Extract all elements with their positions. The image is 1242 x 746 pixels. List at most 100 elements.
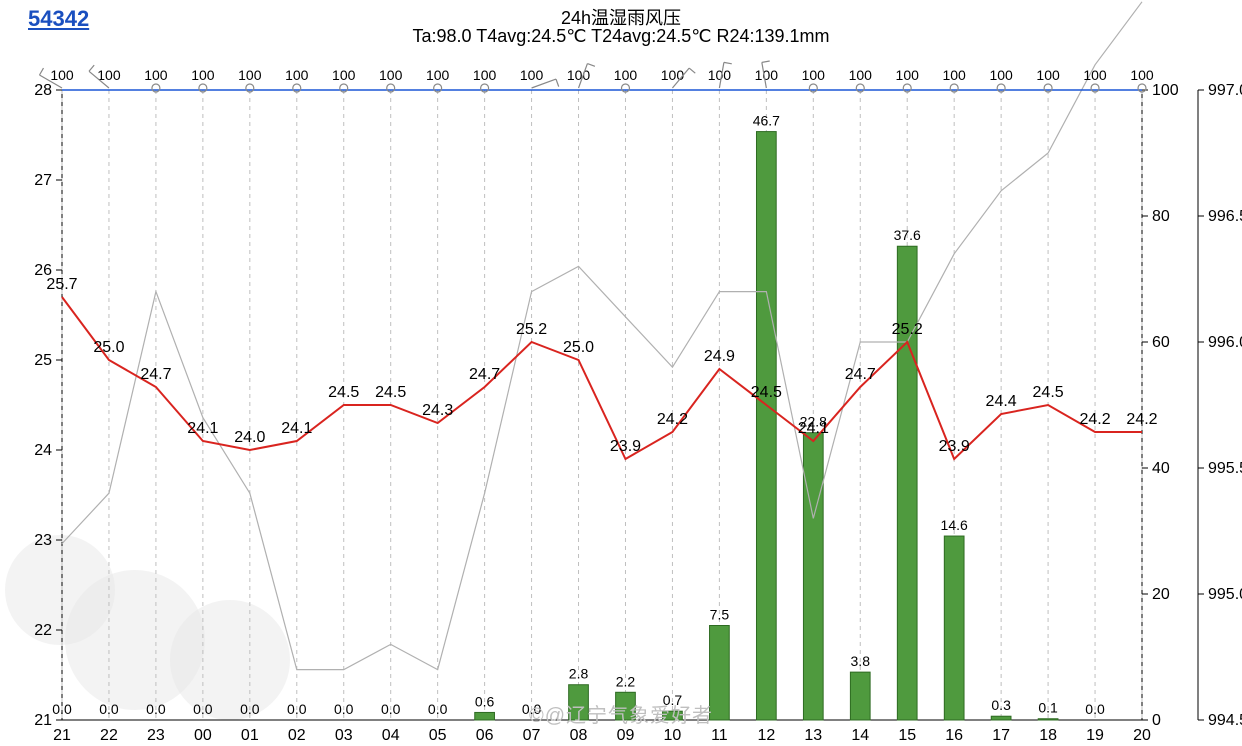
svg-text:0.0: 0.0: [193, 701, 213, 717]
svg-text:100: 100: [1036, 67, 1060, 83]
svg-text:24.4: 24.4: [986, 393, 1017, 410]
svg-text:40: 40: [1152, 460, 1170, 477]
svg-text:24.5: 24.5: [328, 384, 359, 401]
svg-text:17: 17: [992, 727, 1010, 744]
svg-text:24.1: 24.1: [187, 420, 218, 437]
svg-text:15: 15: [898, 727, 916, 744]
svg-text:25.0: 25.0: [563, 339, 594, 356]
svg-text:0.0: 0.0: [428, 701, 448, 717]
svg-text:100: 100: [426, 67, 450, 83]
svg-text:02: 02: [288, 727, 306, 744]
svg-text:60: 60: [1152, 334, 1170, 351]
svg-text:19: 19: [1086, 727, 1104, 744]
svg-text:20: 20: [1133, 727, 1151, 744]
svg-text:13: 13: [804, 727, 822, 744]
svg-text:01: 01: [241, 727, 259, 744]
svg-text:100: 100: [1130, 67, 1154, 83]
svg-text:24.0: 24.0: [234, 429, 265, 446]
svg-text:25: 25: [34, 352, 52, 369]
svg-text:0.0: 0.0: [334, 701, 354, 717]
svg-text:23: 23: [147, 727, 165, 744]
svg-text:24.5: 24.5: [751, 384, 782, 401]
svg-text:0.7: 0.7: [663, 692, 683, 708]
svg-text:23.9: 23.9: [939, 438, 970, 455]
svg-text:23.9: 23.9: [610, 438, 641, 455]
svg-text:20: 20: [1152, 586, 1170, 603]
svg-text:100: 100: [238, 67, 262, 83]
svg-text:100: 100: [1083, 67, 1107, 83]
svg-text:23: 23: [34, 532, 52, 549]
chart-svg: 2122230001020304050607080910111213141516…: [0, 0, 1242, 746]
svg-text:24.1: 24.1: [798, 420, 829, 437]
svg-text:24.3: 24.3: [422, 402, 453, 419]
svg-text:100: 100: [989, 67, 1013, 83]
svg-text:14: 14: [851, 727, 869, 744]
svg-text:994.5: 994.5: [1208, 712, 1242, 729]
rain-bar: [475, 712, 495, 720]
svg-text:05: 05: [429, 727, 447, 744]
rain-bar: [897, 246, 917, 720]
svg-text:25.2: 25.2: [892, 321, 923, 338]
chart-container: 54342 24h温湿雨风压 Ta:98.0 T4avg:24.5℃ T24av…: [0, 0, 1242, 746]
svg-text:0.0: 0.0: [99, 701, 119, 717]
rain-bar: [710, 626, 730, 721]
rain-bar: [803, 433, 823, 720]
svg-text:0.0: 0.0: [287, 701, 307, 717]
svg-text:0.0: 0.0: [1085, 701, 1105, 717]
svg-text:22: 22: [100, 727, 118, 744]
svg-text:100: 100: [708, 67, 732, 83]
svg-text:2.8: 2.8: [569, 666, 589, 682]
svg-text:0.3: 0.3: [991, 697, 1011, 713]
svg-text:2.2: 2.2: [616, 673, 636, 689]
svg-text:21: 21: [53, 727, 71, 744]
svg-text:3.8: 3.8: [851, 653, 871, 669]
svg-text:100: 100: [50, 67, 74, 83]
svg-text:997.0: 997.0: [1208, 82, 1242, 99]
svg-text:22: 22: [34, 622, 52, 639]
rain-bar: [616, 692, 636, 720]
svg-text:996.5: 996.5: [1208, 208, 1242, 225]
svg-text:06: 06: [476, 727, 494, 744]
svg-text:14.6: 14.6: [941, 517, 968, 533]
svg-text:24.5: 24.5: [1033, 384, 1064, 401]
svg-text:100: 100: [1152, 82, 1179, 99]
svg-text:0.0: 0.0: [146, 701, 166, 717]
svg-text:100: 100: [661, 67, 685, 83]
svg-text:100: 100: [144, 67, 168, 83]
svg-text:24: 24: [34, 442, 52, 459]
svg-text:25.7: 25.7: [46, 276, 77, 293]
rain-bar: [991, 716, 1011, 720]
svg-text:7.5: 7.5: [710, 607, 730, 623]
rain-bar: [569, 685, 589, 720]
temperature-line: [62, 297, 1142, 459]
svg-text:09: 09: [617, 727, 635, 744]
rain-bars: [475, 132, 1058, 720]
svg-text:24.9: 24.9: [704, 348, 735, 365]
svg-text:24.2: 24.2: [1126, 411, 1157, 428]
svg-text:25.2: 25.2: [516, 321, 547, 338]
svg-text:100: 100: [849, 67, 873, 83]
svg-text:24.7: 24.7: [845, 366, 876, 383]
svg-text:37.6: 37.6: [894, 227, 921, 243]
svg-text:21: 21: [34, 712, 52, 729]
rain-bar: [850, 672, 870, 720]
rain-bar: [756, 132, 776, 720]
svg-text:100: 100: [473, 67, 497, 83]
svg-text:08: 08: [570, 727, 588, 744]
svg-text:24.7: 24.7: [469, 366, 500, 383]
svg-text:995.0: 995.0: [1208, 586, 1242, 603]
svg-text:03: 03: [335, 727, 353, 744]
rain-bar: [663, 711, 683, 720]
svg-text:18: 18: [1039, 727, 1057, 744]
svg-text:0.0: 0.0: [52, 701, 72, 717]
svg-text:100: 100: [191, 67, 215, 83]
svg-text:100: 100: [802, 67, 826, 83]
svg-text:100: 100: [332, 67, 356, 83]
rain-bar: [1038, 719, 1058, 720]
svg-text:24.7: 24.7: [140, 366, 171, 383]
svg-text:24.5: 24.5: [375, 384, 406, 401]
svg-text:100: 100: [896, 67, 920, 83]
pressure-line: [62, 2, 1142, 670]
svg-text:80: 80: [1152, 208, 1170, 225]
svg-text:100: 100: [520, 67, 544, 83]
